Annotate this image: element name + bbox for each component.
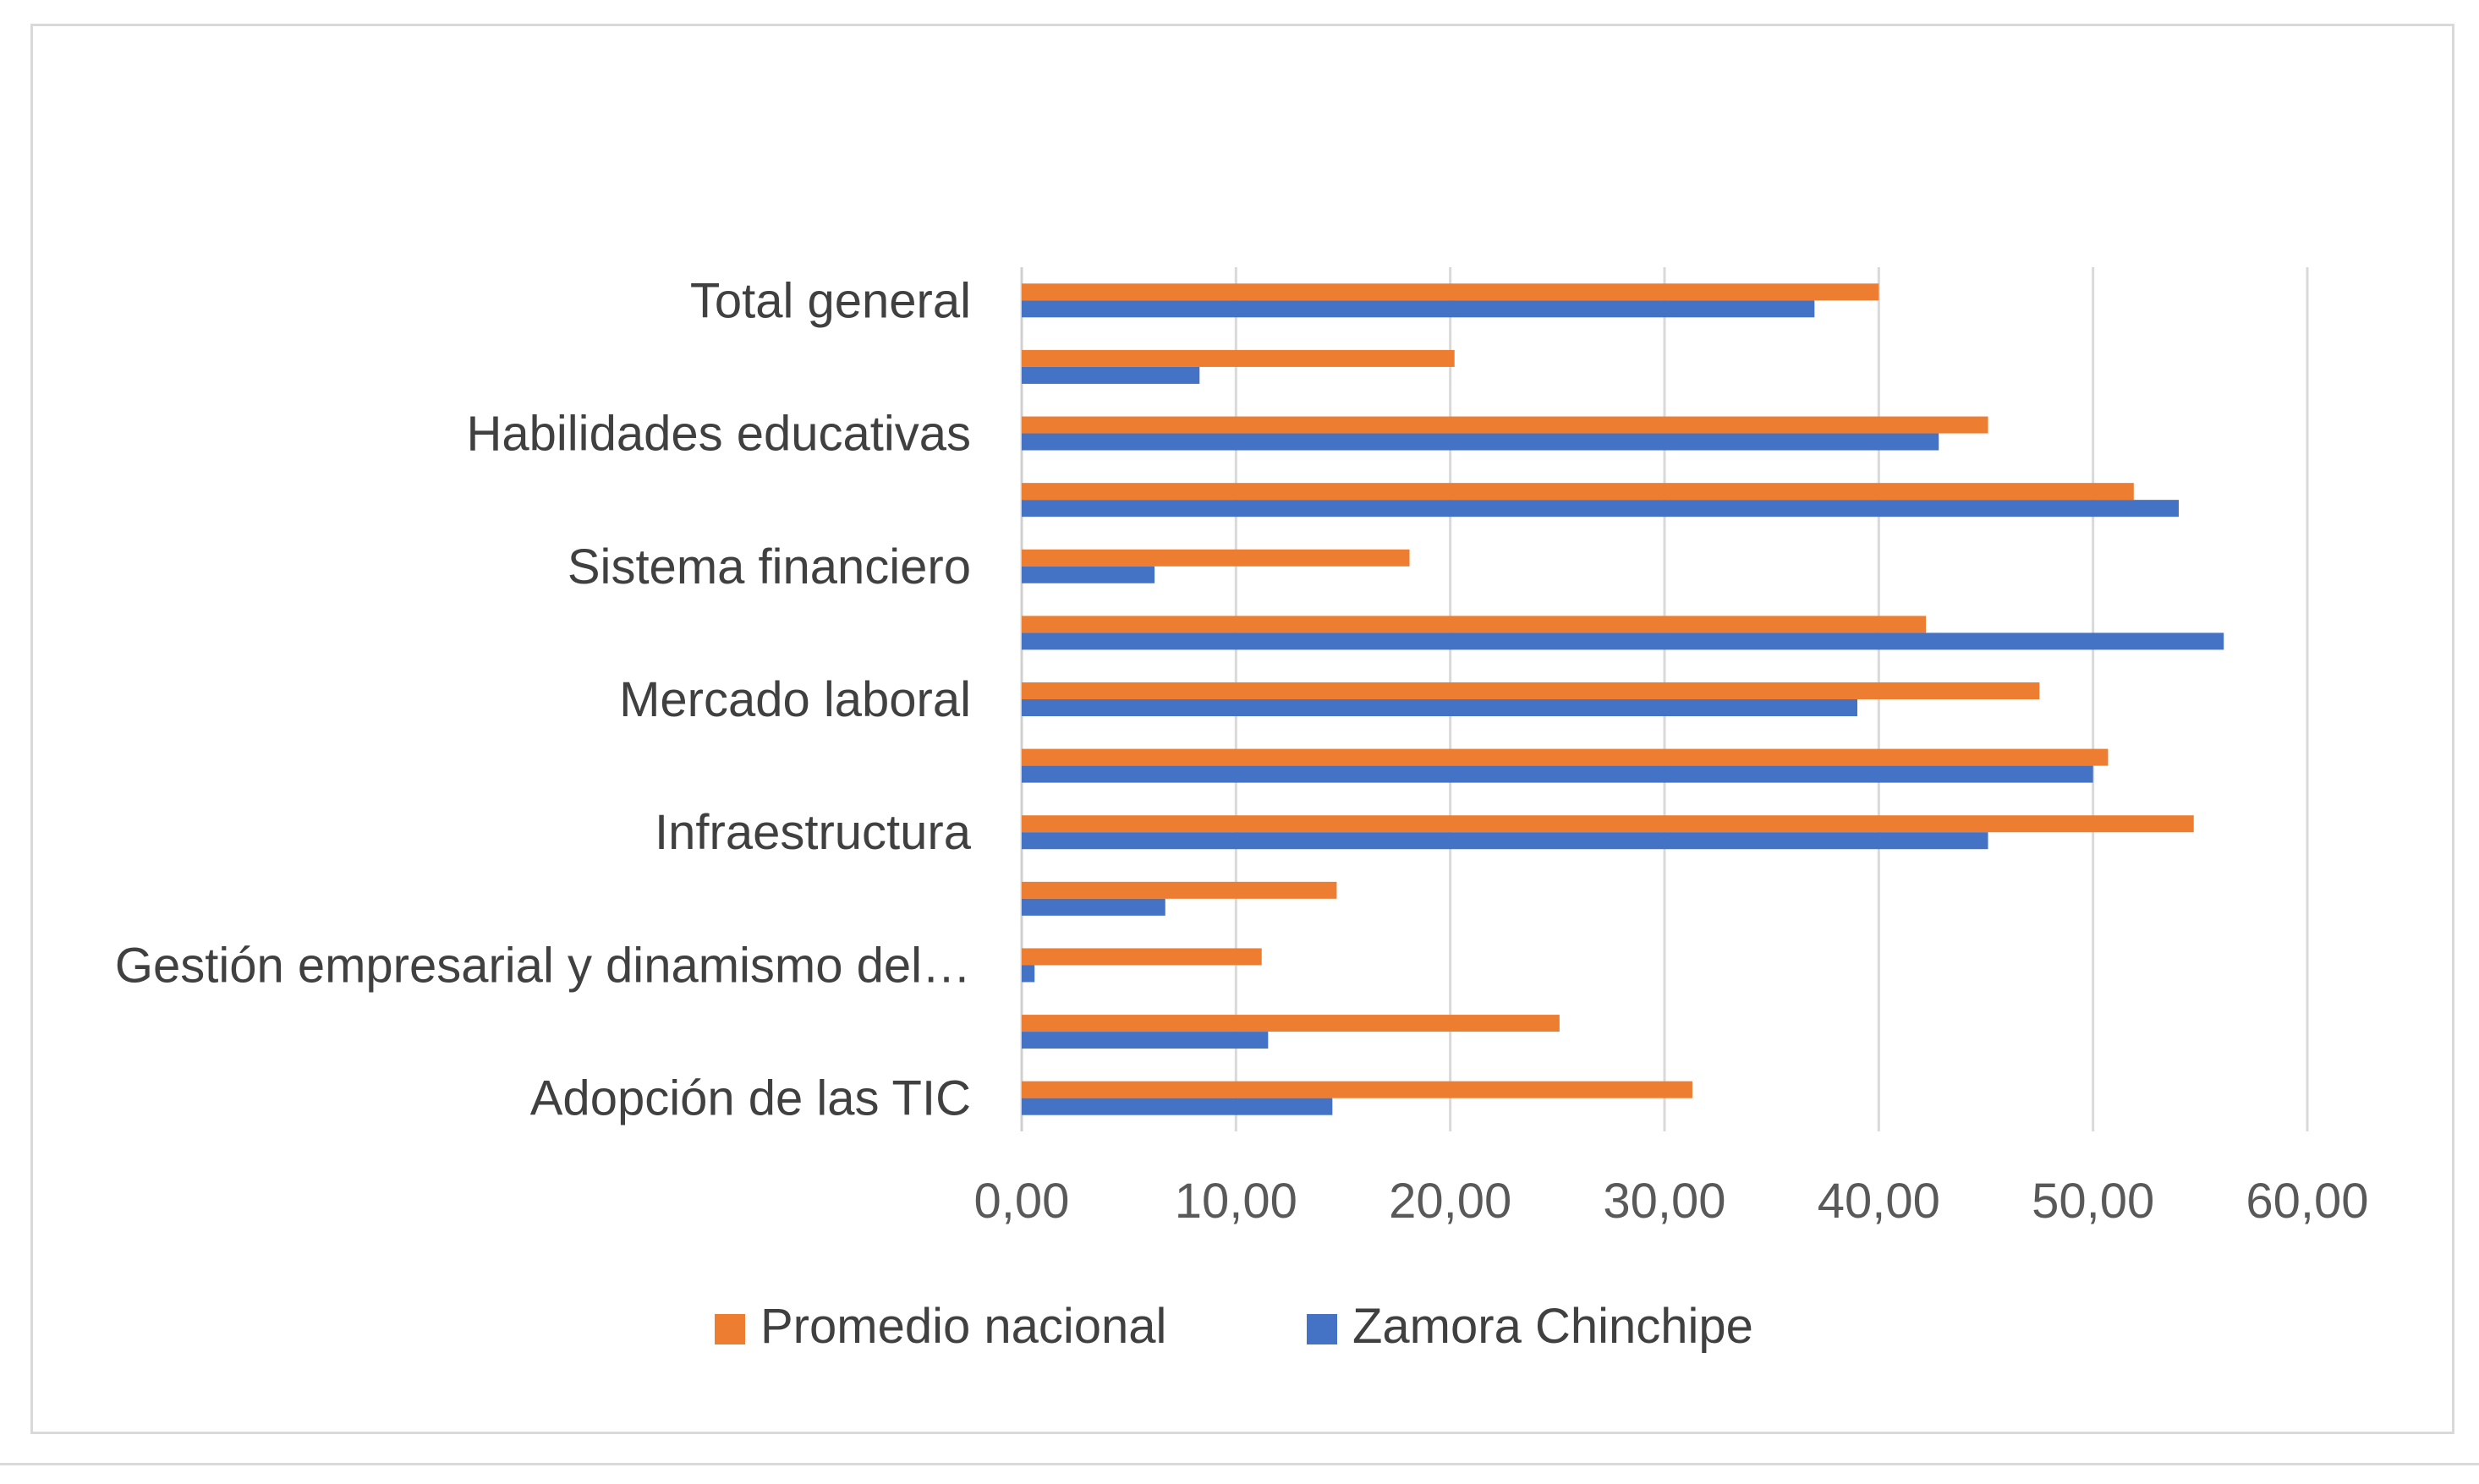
bar-promedio-nacional — [1022, 616, 1927, 633]
x-tick-label: 0,00 — [974, 1174, 1070, 1229]
legend-label-promedio-nacional: Promedio nacional — [760, 1299, 1166, 1354]
bar-zamora-chinchipe — [1022, 965, 1035, 983]
bar-zamora-chinchipe — [1022, 1098, 1333, 1115]
x-tick-labels: 0,00 10,00 20,00 30,00 40,00 50,00 60,00 — [974, 1174, 2369, 1229]
legend-label-zamora-chinchipe: Zamora Chinchipe — [1352, 1299, 1753, 1354]
x-tick-label: 60,00 — [2246, 1174, 2368, 1229]
bar-promedio-nacional — [1022, 748, 2109, 766]
bar-promedio-nacional — [1022, 483, 2134, 501]
category-label-gestion-empresarial-y-dinamismo-del: Gestión empresarial y dinamismo del… — [115, 938, 971, 993]
legend: Promedio nacional Zamora Chinchipe — [715, 1299, 1753, 1354]
bar-promedio-nacional — [1022, 815, 2194, 833]
x-tick-label: 50,00 — [2032, 1174, 2154, 1229]
bar-zamora-chinchipe — [1022, 300, 1815, 318]
legend-swatch-promedio-nacional — [715, 1314, 745, 1344]
category-label-mercado-laboral: Mercado laboral — [619, 672, 971, 727]
x-tick-label: 30,00 — [1603, 1174, 1725, 1229]
bar-promedio-nacional — [1022, 416, 1988, 434]
bar-promedio-nacional — [1022, 948, 1262, 966]
category-label-sistema-financiero: Sistema financiero — [568, 539, 971, 594]
bar-zamora-chinchipe — [1022, 765, 2093, 783]
bar-zamora-chinchipe — [1022, 566, 1155, 583]
bar-promedio-nacional — [1022, 1081, 1692, 1098]
bar-promedio-nacional — [1022, 1015, 1560, 1032]
bar-zamora-chinchipe — [1022, 632, 2224, 650]
x-tick-label: 20,00 — [1389, 1174, 1511, 1229]
bar-promedio-nacional — [1022, 283, 1879, 301]
bar-zamora-chinchipe — [1022, 1032, 1269, 1049]
legend-swatch-zamora-chinchipe — [1307, 1314, 1337, 1344]
x-tick-label: 10,00 — [1175, 1174, 1297, 1229]
bars — [1022, 283, 2224, 1115]
bar-zamora-chinchipe — [1022, 699, 1857, 716]
bar-zamora-chinchipe — [1022, 832, 1988, 850]
category-label-total-general: Total general — [690, 273, 971, 328]
category-label-habilidades-educativas: Habilidades educativas — [467, 407, 971, 462]
bar-promedio-nacional — [1022, 881, 1337, 899]
category-label-infraestructura: Infraestructura — [655, 805, 972, 860]
bar-promedio-nacional — [1022, 549, 1410, 567]
category-labels: Adopción de las TIC Gestión empresarial y… — [115, 273, 972, 1125]
bar-zamora-chinchipe — [1022, 500, 2179, 517]
bar-zamora-chinchipe — [1022, 366, 1200, 384]
bar-promedio-nacional — [1022, 682, 2040, 699]
bar-promedio-nacional — [1022, 349, 1455, 367]
bar-zamora-chinchipe — [1022, 898, 1165, 916]
bottom-divider — [0, 1463, 2479, 1465]
chart-frame — [30, 24, 2454, 1434]
category-label-adopcion-de-las-tic: Adopción de las TIC — [530, 1071, 971, 1126]
x-tick-label: 40,00 — [1818, 1174, 1940, 1229]
bar-zamora-chinchipe — [1022, 433, 1939, 451]
